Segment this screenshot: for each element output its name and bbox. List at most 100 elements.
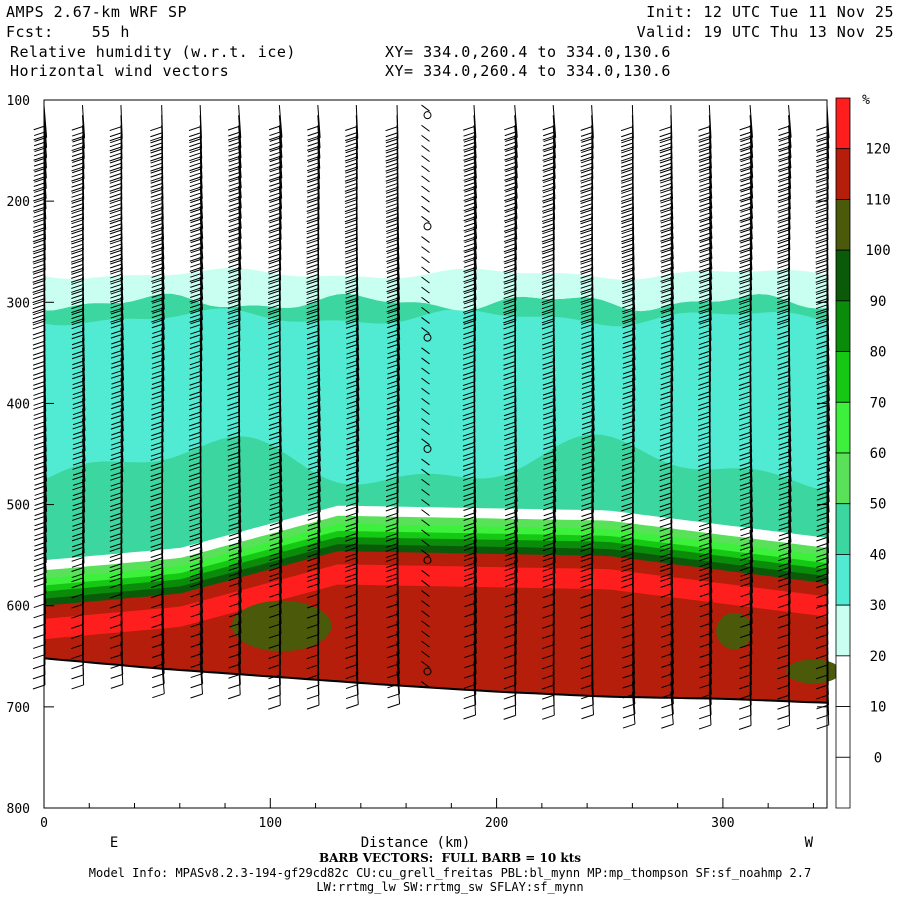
- barb-feather: [307, 556, 320, 562]
- barb-feather: [504, 186, 517, 192]
- barb-feather: [622, 414, 635, 420]
- barb-shaft: [238, 630, 242, 665]
- barb-feather: [150, 486, 163, 492]
- barb-feather: [306, 277, 319, 283]
- barb-feather: [503, 298, 516, 304]
- barb-feather: [815, 207, 828, 213]
- barb-feather: [71, 290, 84, 296]
- barb-feather: [463, 181, 477, 187]
- barb-feather: [815, 176, 828, 182]
- barb-feather: [344, 156, 358, 162]
- barb-feather: [268, 340, 281, 346]
- barb-feather: [269, 485, 282, 491]
- barb-feather: [777, 263, 790, 269]
- barb-feather: [542, 219, 555, 224]
- barb-feather: [227, 441, 240, 447]
- barb-feather: [268, 259, 281, 265]
- barb-feather: [580, 249, 593, 255]
- barb-feather: [660, 394, 673, 400]
- barb-feather: [269, 576, 282, 582]
- barb-shaft: [631, 681, 636, 715]
- barb-feather: [227, 445, 240, 451]
- barb-feather: [581, 465, 594, 471]
- barb-feather: [385, 516, 398, 522]
- barb-feather: [269, 192, 282, 198]
- barb-feather: [227, 135, 241, 141]
- barb-feather: [503, 664, 517, 670]
- colorbar-swatch: [835, 351, 851, 403]
- barb-feather: [542, 249, 555, 255]
- barb-feather: [659, 566, 673, 572]
- barb-feather: [307, 394, 320, 400]
- barb-feather: [778, 400, 791, 406]
- barb-feather: [228, 263, 241, 268]
- barb-feather: [189, 536, 202, 542]
- barb-feather: [150, 516, 163, 522]
- barb-feather: [227, 267, 241, 273]
- barb-feather: [581, 319, 594, 325]
- barb-shaft: [552, 681, 555, 716]
- barb-feather: [71, 526, 85, 532]
- barb-feather: [581, 333, 594, 339]
- barb-feather: [151, 277, 164, 283]
- barb-feather: [659, 536, 672, 542]
- barb-feather: [306, 684, 319, 690]
- barb-feather: [267, 277, 281, 283]
- barb-feather: [580, 318, 593, 323]
- colorbar-label: 120: [865, 142, 890, 158]
- barb-feather: [189, 384, 202, 390]
- barb-feather: [659, 166, 672, 172]
- barb-feather: [463, 360, 476, 366]
- barb-feather: [33, 394, 46, 400]
- barb-feather: [227, 465, 241, 471]
- barb-feather: [268, 310, 281, 316]
- barb-feather: [698, 186, 712, 192]
- barb-shaft: [708, 620, 713, 654]
- barb-feather: [386, 277, 399, 283]
- barb-feather: [738, 724, 752, 730]
- barb-feather: [70, 267, 84, 273]
- barb-feather: [306, 237, 319, 243]
- barb-feather: [71, 324, 84, 330]
- barb-feather: [109, 199, 122, 205]
- barb-feather: [307, 384, 320, 390]
- barb-feather: [462, 445, 476, 451]
- barb-feather: [72, 495, 85, 501]
- barb-feather: [71, 287, 84, 293]
- barb-feather: [150, 186, 163, 192]
- barb-feather: [306, 704, 320, 710]
- barb-feather: [503, 304, 516, 310]
- barb-feather: [188, 486, 202, 492]
- barb-feather: [660, 242, 673, 248]
- barb-feather: [32, 298, 45, 304]
- barb-feather: [580, 136, 593, 142]
- barb-feather: [621, 132, 634, 138]
- barb-feather: [503, 324, 516, 330]
- barb-feather: [815, 213, 828, 219]
- barb-feather: [620, 546, 634, 552]
- barb-feather: [227, 435, 240, 441]
- barb-shaft: [421, 256, 430, 264]
- barb-feather: [661, 723, 674, 729]
- barb-feather: [386, 471, 399, 477]
- barb-feather: [227, 334, 240, 340]
- barb-feather: [345, 267, 358, 273]
- barb-feather: [580, 233, 593, 239]
- barb-feather: [345, 516, 358, 522]
- barb-feather: [503, 354, 516, 360]
- barb-feather: [71, 593, 84, 599]
- barb-feather: [150, 546, 163, 552]
- barb-feather: [33, 165, 46, 171]
- barb-feather: [580, 293, 593, 299]
- barb-shaft: [591, 681, 595, 715]
- barb-feather: [503, 364, 516, 370]
- barb-feather: [738, 267, 752, 273]
- barb-feather: [659, 492, 672, 498]
- barb-feather: [71, 546, 84, 552]
- barb-feather: [109, 526, 123, 532]
- barb-feather: [541, 263, 555, 269]
- barb-feather: [815, 277, 828, 283]
- barb-shaft: [749, 630, 753, 665]
- barb-feather: [542, 161, 556, 167]
- barb-feather: [463, 297, 476, 303]
